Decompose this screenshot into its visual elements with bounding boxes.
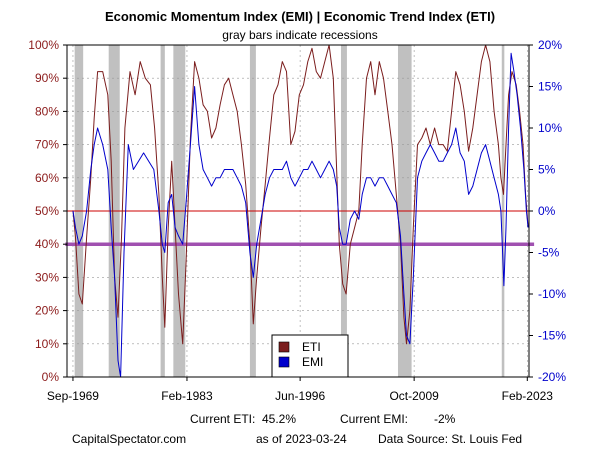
- series-line-eti: [72, 44, 529, 345]
- left-tick-label: 20%: [35, 304, 59, 318]
- right-tick-label: 20%: [538, 38, 562, 52]
- left-tick-label: 80%: [35, 104, 59, 118]
- x-axis: Sep-1969 Feb-1983 Jun-1996 Oct-2009 Feb-2023: [47, 377, 553, 403]
- x-tick-label: Feb-2023: [502, 389, 554, 403]
- legend-eti-swatch: [278, 341, 290, 353]
- current-eti-value: 45.2%: [262, 412, 296, 426]
- x-tick-label: Feb-1983: [161, 389, 213, 403]
- reference-lines: [65, 210, 535, 246]
- left-tick-label: 50%: [35, 204, 59, 218]
- left-tick-label: 70%: [35, 138, 59, 152]
- right-tick-label: 15%: [538, 80, 562, 94]
- legend: ETI EMI: [271, 334, 349, 378]
- as-of-date: as of 2023-03-24: [256, 432, 347, 446]
- series-line-emi: [72, 52, 529, 378]
- site-credit: CapitalSpectator.com: [72, 432, 186, 446]
- chart-subtitle: gray bars indicate recessions: [222, 28, 377, 42]
- left-tick-label: 30%: [35, 270, 59, 284]
- left-tick-label: 90%: [35, 71, 59, 85]
- left-tick-label: 100%: [28, 38, 59, 52]
- right-tick-label: -10%: [538, 287, 566, 301]
- series-layer: [72, 44, 529, 378]
- right-axis: -20% -15% -10% -5% 0% 5% 10% 15% 20%: [529, 38, 566, 384]
- x-tick-label: Sep-1969: [47, 389, 99, 403]
- left-tick-label: 0%: [42, 370, 60, 384]
- data-source: Data Source: St. Louis Fed: [378, 432, 522, 446]
- x-tick-label: Jun-1996: [275, 389, 325, 403]
- right-tick-label: 5%: [538, 163, 556, 177]
- right-tick-label: -5%: [538, 246, 560, 260]
- current-emi-label: Current EMI:: [340, 412, 408, 426]
- chart-title: Economic Momentum Index (EMI) | Economic…: [105, 9, 495, 24]
- left-tick-label: 40%: [35, 237, 59, 251]
- right-tick-label: 10%: [538, 121, 562, 135]
- left-tick-label: 10%: [35, 337, 59, 351]
- legend-emi-swatch: [278, 356, 290, 368]
- right-tick-label: -15%: [538, 329, 566, 343]
- current-emi-value: -2%: [434, 412, 456, 426]
- right-tick-label: 0%: [538, 204, 556, 218]
- x-tick-label: Oct-2009: [389, 389, 439, 403]
- right-tick-label: -20%: [538, 370, 566, 384]
- current-eti-label: Current ETI:: [190, 412, 255, 426]
- left-axis: 0% 10% 20% 30% 40% 50% 60% 70% 80% 90% 100%: [28, 38, 67, 384]
- left-tick-label: 60%: [35, 171, 59, 185]
- legend-eti-label: ETI: [302, 340, 321, 354]
- legend-emi-label: EMI: [302, 355, 323, 369]
